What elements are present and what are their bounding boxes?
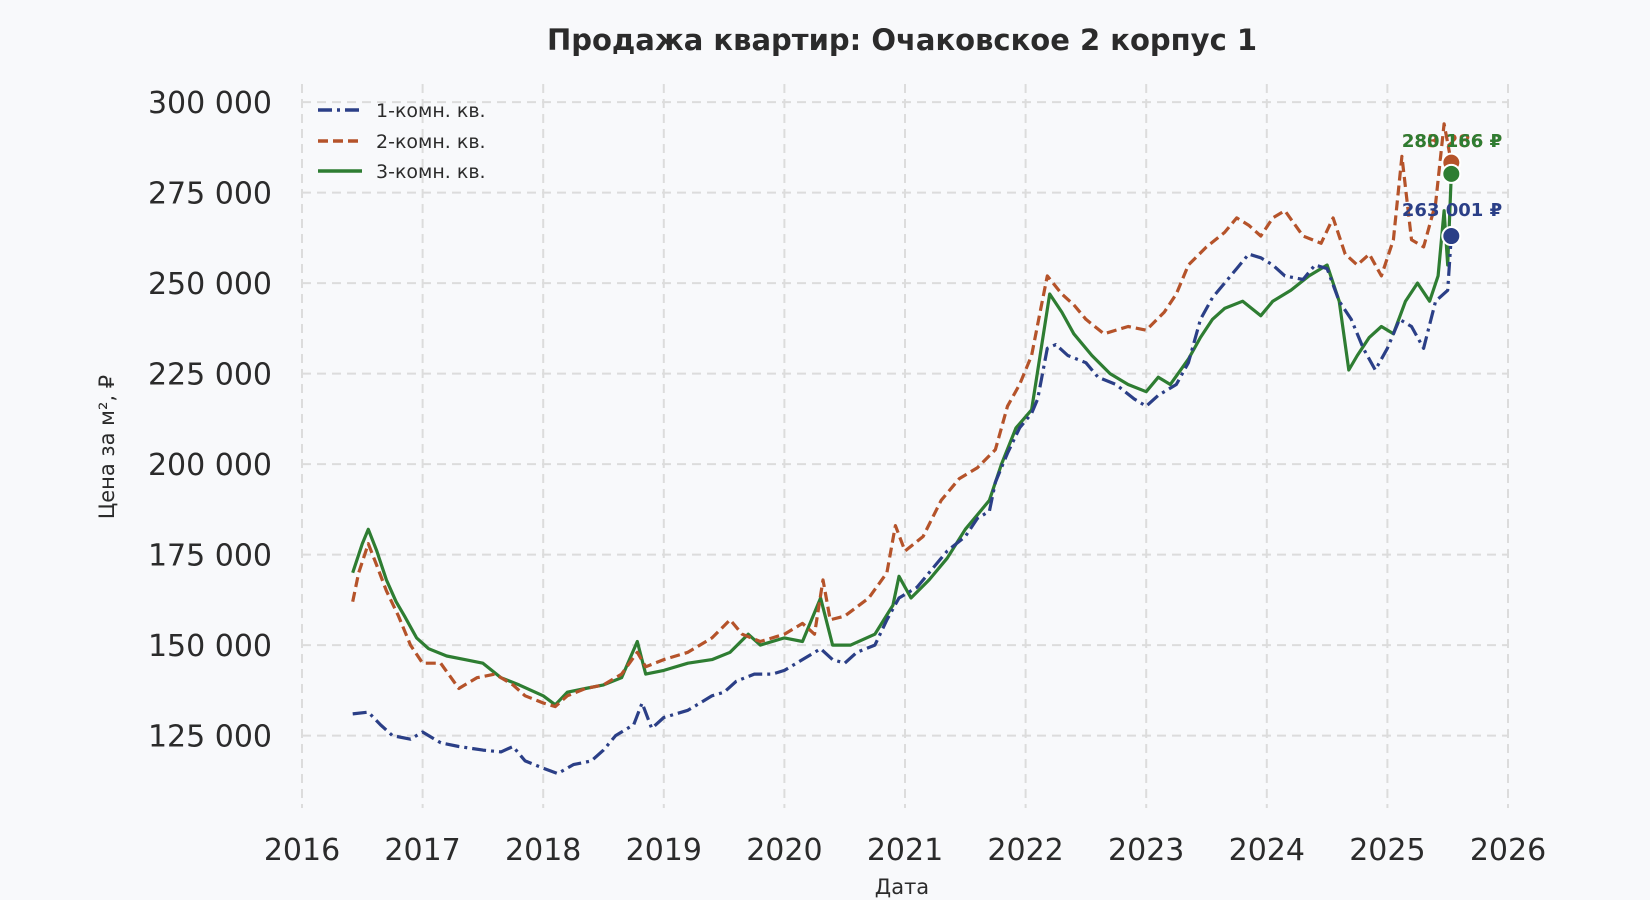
- grid-lines: [301, 84, 1509, 808]
- legend-label: 1-комн. кв.: [376, 100, 486, 122]
- series-line-2-komn: [351, 122, 1453, 709]
- tick-labels: 2016 2017 2018 2019 2020 2021 2022 2023 2024 2025…: [148, 86, 1546, 868]
- x-tick-label: 2017: [384, 833, 460, 868]
- legend: 1-комн. кв. 2-комн. кв. 3-комн. кв.: [318, 100, 486, 183]
- endpoint-value-label: 280 166 ₽: [1402, 131, 1502, 152]
- legend-label: 2-комн. кв.: [376, 131, 486, 153]
- legend-item-1-komn: 1-комн. кв.: [318, 100, 486, 122]
- x-tick-label: 2018: [505, 833, 581, 868]
- endpoint-value-label: 283 286 ₽: [1402, 131, 1502, 152]
- x-tick-label: 2019: [626, 833, 702, 868]
- y-tick-label: 175 000: [148, 539, 272, 574]
- endpoint-marker: [1441, 226, 1462, 247]
- chart-title: Продажа квартир: Очаковское 2 корпус 1: [547, 23, 1257, 57]
- y-tick-label: 250 000: [148, 267, 272, 302]
- y-tick-label: 225 000: [148, 358, 272, 393]
- y-tick-label: 125 000: [148, 720, 272, 755]
- series-line-1-komn: [352, 235, 1453, 776]
- legend-item-3-komn: 3-комн. кв.: [318, 161, 486, 183]
- x-tick-label: 2024: [1229, 833, 1305, 868]
- endpoint-marker: [1441, 163, 1462, 184]
- y-tick-label: 300 000: [148, 86, 272, 121]
- endpoint-markers: 283 286 ₽280 166 ₽ 263 001 ₽: [1402, 131, 1502, 247]
- legend-label: 3-комн. кв.: [376, 161, 486, 183]
- x-tick-label: 2025: [1349, 833, 1425, 868]
- x-tick-label: 2016: [264, 833, 340, 868]
- legend-item-2-komn: 2-комн. кв.: [318, 131, 486, 153]
- x-tick-label: 2022: [987, 833, 1063, 868]
- y-axis-label: Цена за м², ₽: [95, 375, 119, 519]
- y-tick-label: 200 000: [148, 448, 272, 483]
- series-lines: [351, 122, 1453, 776]
- x-tick-label: 2021: [867, 833, 943, 868]
- x-tick-label: 2023: [1108, 833, 1184, 868]
- endpoint-value-label: 263 001 ₽: [1402, 200, 1502, 221]
- y-tick-label: 150 000: [148, 629, 272, 664]
- x-tick-label: 2026: [1470, 833, 1546, 868]
- x-axis-label: Дата: [875, 875, 929, 899]
- x-tick-label: 2020: [746, 833, 822, 868]
- y-tick-label: 275 000: [148, 177, 272, 212]
